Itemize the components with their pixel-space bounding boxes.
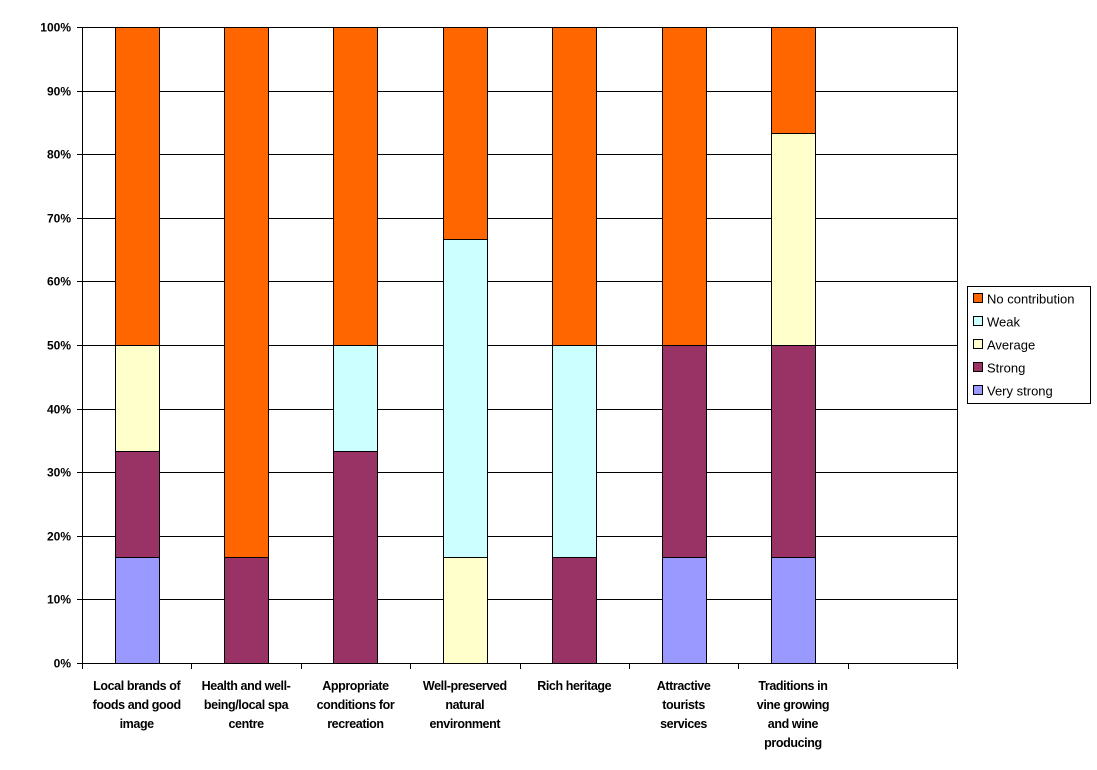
- bar-segment-very-strong: [771, 557, 816, 664]
- x-category-label: tourists: [662, 698, 705, 712]
- x-category-label: conditions for: [317, 698, 395, 712]
- bar-segment-no-contribution: [115, 27, 160, 346]
- x-category-label: natural: [445, 698, 484, 712]
- bar-segment-strong: [771, 345, 816, 558]
- bar-segment-no-contribution: [552, 27, 597, 346]
- bar-segment-average: [771, 133, 816, 346]
- legend-box: [967, 286, 1091, 404]
- x-category-label: Health and well-: [202, 679, 291, 693]
- bar-segment-weak: [552, 345, 597, 558]
- x-category-label: recreation: [327, 717, 383, 731]
- x-category-label: being/local spa: [204, 698, 290, 712]
- y-tick-label: 70%: [47, 212, 71, 226]
- bar-segment-no-contribution: [662, 27, 707, 346]
- x-category-label: centre: [229, 717, 265, 731]
- bar-segment-weak: [333, 345, 378, 452]
- bar-segment-no-contribution: [443, 27, 488, 240]
- x-category-label: Well-preserved: [423, 679, 507, 693]
- bar-segment-strong: [333, 451, 378, 664]
- x-category-label: Appropriate: [322, 679, 389, 693]
- y-tick-label: 90%: [47, 85, 71, 99]
- x-category-label: Traditions in: [758, 679, 827, 693]
- bar-segment-strong: [115, 451, 160, 558]
- y-tick-label: 50%: [47, 339, 71, 353]
- y-tick-label: 0%: [54, 657, 72, 671]
- legend-swatch: [973, 293, 983, 303]
- legend-swatch: [973, 385, 983, 395]
- y-tick-label: 20%: [47, 530, 71, 544]
- legend-label: Average: [987, 338, 1035, 353]
- x-category-label: Attractive: [657, 679, 711, 693]
- x-category-label: producing: [764, 736, 822, 750]
- bar-segment-very-strong: [662, 557, 707, 664]
- bar-segment-average: [443, 557, 488, 664]
- x-category-label: environment: [430, 717, 502, 731]
- y-tick-label: 60%: [47, 275, 71, 289]
- bar-segment-average: [115, 345, 160, 452]
- x-category-label: Local brands of: [93, 679, 181, 693]
- legend-label: Very strong: [987, 384, 1053, 399]
- legend-label: Strong: [987, 361, 1025, 376]
- y-tick-label: 10%: [47, 593, 71, 607]
- legend-label: Weak: [987, 315, 1020, 330]
- bar-segment-weak: [443, 239, 488, 558]
- x-category-label: vine growing: [757, 698, 829, 712]
- legend-swatch: [973, 316, 983, 326]
- x-category-label: Rich heritage: [537, 679, 611, 693]
- y-tick-label: 30%: [47, 466, 71, 480]
- bar-segment-strong: [662, 345, 707, 558]
- y-tick-label: 100%: [40, 21, 71, 35]
- bar-segment-strong: [552, 557, 597, 664]
- bar-segment-no-contribution: [224, 27, 269, 558]
- bar-segment-no-contribution: [333, 27, 378, 346]
- legend-swatch: [973, 339, 983, 349]
- legend-label: No contribution: [987, 292, 1074, 307]
- y-tick-label: 40%: [47, 403, 71, 417]
- x-category-label: and wine: [768, 717, 819, 731]
- bar-segment-very-strong: [115, 557, 160, 664]
- legend-swatch: [973, 362, 983, 372]
- bar-segment-no-contribution: [771, 27, 816, 134]
- x-category-label: foods and good: [93, 698, 181, 712]
- x-category-label: services: [660, 717, 707, 731]
- x-category-label: image: [120, 717, 155, 731]
- bar-segment-strong: [224, 557, 269, 664]
- y-tick-label: 80%: [47, 148, 71, 162]
